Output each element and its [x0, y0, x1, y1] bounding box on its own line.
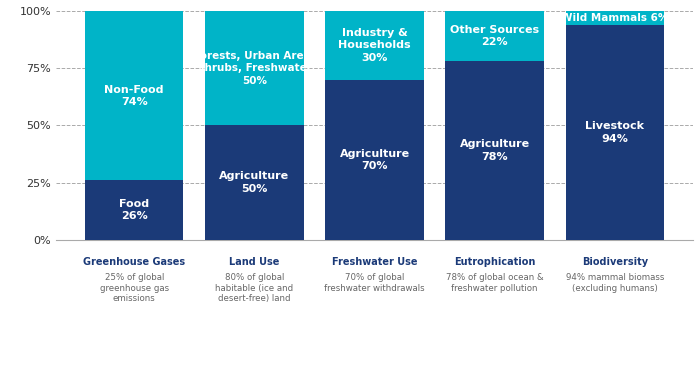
Text: 94% mammal biomass
(excluding humans): 94% mammal biomass (excluding humans) [566, 273, 664, 293]
Text: Wild Mammals 6%: Wild Mammals 6% [561, 13, 668, 23]
Bar [445, 11, 544, 61]
Bar [205, 125, 304, 240]
Bar [566, 11, 664, 25]
Text: Agriculture
70%: Agriculture 70% [340, 149, 410, 171]
Text: Food
26%: Food 26% [119, 199, 149, 221]
Bar [85, 180, 183, 240]
Bar [205, 11, 304, 125]
Bar [445, 61, 544, 240]
Text: 80% of global
habitable (ice and
desert-free) land: 80% of global habitable (ice and desert-… [216, 273, 293, 303]
Text: Agriculture
78%: Agriculture 78% [460, 139, 530, 162]
Text: Eutrophication: Eutrophication [454, 256, 536, 266]
Bar [85, 11, 183, 180]
Text: Freshwater Use: Freshwater Use [332, 256, 417, 266]
Bar [566, 25, 664, 240]
Text: Land Use: Land Use [229, 256, 279, 266]
Text: 78% of global ocean &
freshwater pollution: 78% of global ocean & freshwater polluti… [446, 273, 543, 293]
Text: Agriculture
50%: Agriculture 50% [219, 172, 289, 194]
Text: 25% of global
greenhouse gas
emissions: 25% of global greenhouse gas emissions [99, 273, 169, 303]
Text: Non-Food
74%: Non-Food 74% [104, 85, 164, 107]
Bar [326, 80, 424, 240]
Text: Other Sources
22%: Other Sources 22% [450, 25, 539, 48]
Text: 70% of global
freshwater withdrawals: 70% of global freshwater withdrawals [324, 273, 425, 293]
Text: Livestock
94%: Livestock 94% [585, 121, 644, 144]
Text: Industry &
Households
30%: Industry & Households 30% [338, 28, 411, 63]
Text: Greenhouse Gases: Greenhouse Gases [83, 256, 186, 266]
Bar [326, 11, 424, 80]
Text: Forests, Urban Area,
Shrubs, Freshwater
50%: Forests, Urban Area, Shrubs, Freshwater … [193, 51, 315, 86]
Text: Biodiversity: Biodiversity [582, 256, 648, 266]
